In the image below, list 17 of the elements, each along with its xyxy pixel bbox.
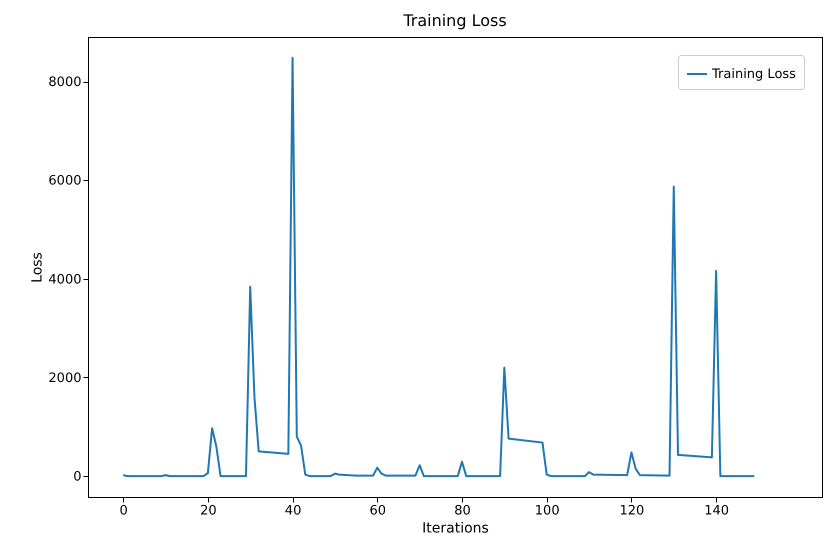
x-tick-label: 80 — [454, 504, 471, 518]
x-tick-label: 0 — [120, 504, 128, 518]
x-tick-label: 120 — [619, 504, 644, 518]
y-tick-label: 2000 — [48, 370, 82, 386]
y-tick-label: 8000 — [48, 75, 82, 90]
legend-label: Training Loss — [711, 67, 796, 82]
x-tick-label: 140 — [704, 504, 730, 518]
x-axis-title: Iterations — [422, 520, 489, 536]
x-tick-label: 20 — [200, 504, 217, 518]
x-tick-label: 60 — [370, 504, 386, 518]
x-tick-label: 40 — [284, 504, 302, 518]
y-axis-title: Loss — [29, 252, 46, 283]
x-tick-label: 100 — [534, 504, 560, 518]
chart-title: Training Loss — [402, 11, 507, 30]
y-tick-label: 6000 — [48, 174, 82, 189]
y-tick-label: 4000 — [48, 272, 82, 288]
y-tick-label: 0 — [73, 470, 82, 485]
